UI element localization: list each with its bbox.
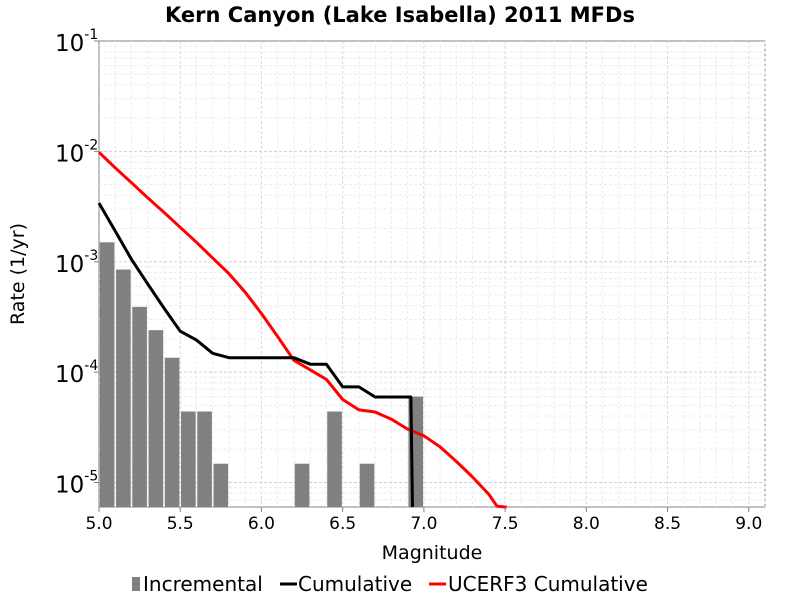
x-tick-label: 7.0 — [410, 514, 437, 534]
bar-incremental — [197, 411, 212, 507]
y-axis-ticks: 10-5 10-4 10-3 10-2 10-1 — [55, 27, 99, 499]
y-tick-exponent: -3 — [84, 248, 98, 264]
bar-incremental — [327, 411, 342, 507]
bar-incremental — [359, 463, 375, 507]
x-tick-label: 5.0 — [85, 514, 112, 534]
y-tick-exponent: -5 — [84, 469, 98, 485]
bar-incremental — [164, 357, 180, 507]
x-tick-label: 7.5 — [492, 514, 519, 534]
series-line-ucerf3 — [97, 151, 507, 509]
y-tick-label: 10-4 — [55, 358, 98, 388]
x-axis-label: Magnitude — [382, 542, 483, 564]
x-axis-ticks: 5.0 5.5 6.0 6.5 7.0 7.5 8.0 8.5 9.0 — [85, 507, 762, 534]
legend-label-cumulative: Cumulative — [298, 572, 412, 596]
legend-label-incremental: Incremental — [143, 572, 263, 596]
y-tick-label: 10-2 — [55, 137, 98, 167]
chart-title: Kern Canyon (Lake Isabella) 2011 MFDs — [165, 3, 635, 27]
x-tick-label: 8.5 — [654, 514, 681, 534]
x-tick-label: 6.5 — [329, 514, 356, 534]
bar-incremental — [116, 269, 131, 507]
series-lines — [97, 151, 507, 509]
bar-incremental — [99, 242, 115, 507]
x-tick-label: 8.0 — [573, 514, 600, 534]
legend-swatch-incremental — [132, 577, 140, 591]
y-tick-exponent: -2 — [84, 137, 98, 153]
y-tick-exponent: -1 — [84, 27, 98, 43]
bar-incremental — [181, 411, 196, 507]
x-tick-label: 5.5 — [167, 514, 194, 534]
x-tick-label: 6.0 — [248, 514, 275, 534]
bar-incremental — [148, 330, 164, 507]
y-tick-label: 10-3 — [55, 248, 98, 278]
bar-incremental — [213, 463, 229, 507]
bar-incremental — [294, 463, 310, 507]
legend: Incremental Cumulative UCERF3 Cumulative — [132, 572, 648, 596]
x-tick-label: 9.0 — [735, 514, 762, 534]
legend-label-ucerf3: UCERF3 Cumulative — [448, 572, 648, 596]
y-tick-label: 10-5 — [55, 469, 98, 499]
y-tick-exponent: -4 — [84, 358, 98, 374]
series-line-cumulative — [97, 202, 414, 508]
y-axis-label: Rate (1/yr) — [7, 223, 29, 325]
y-tick-label: 10-1 — [55, 27, 98, 57]
incremental-bars — [99, 242, 424, 507]
bar-incremental — [132, 306, 147, 507]
